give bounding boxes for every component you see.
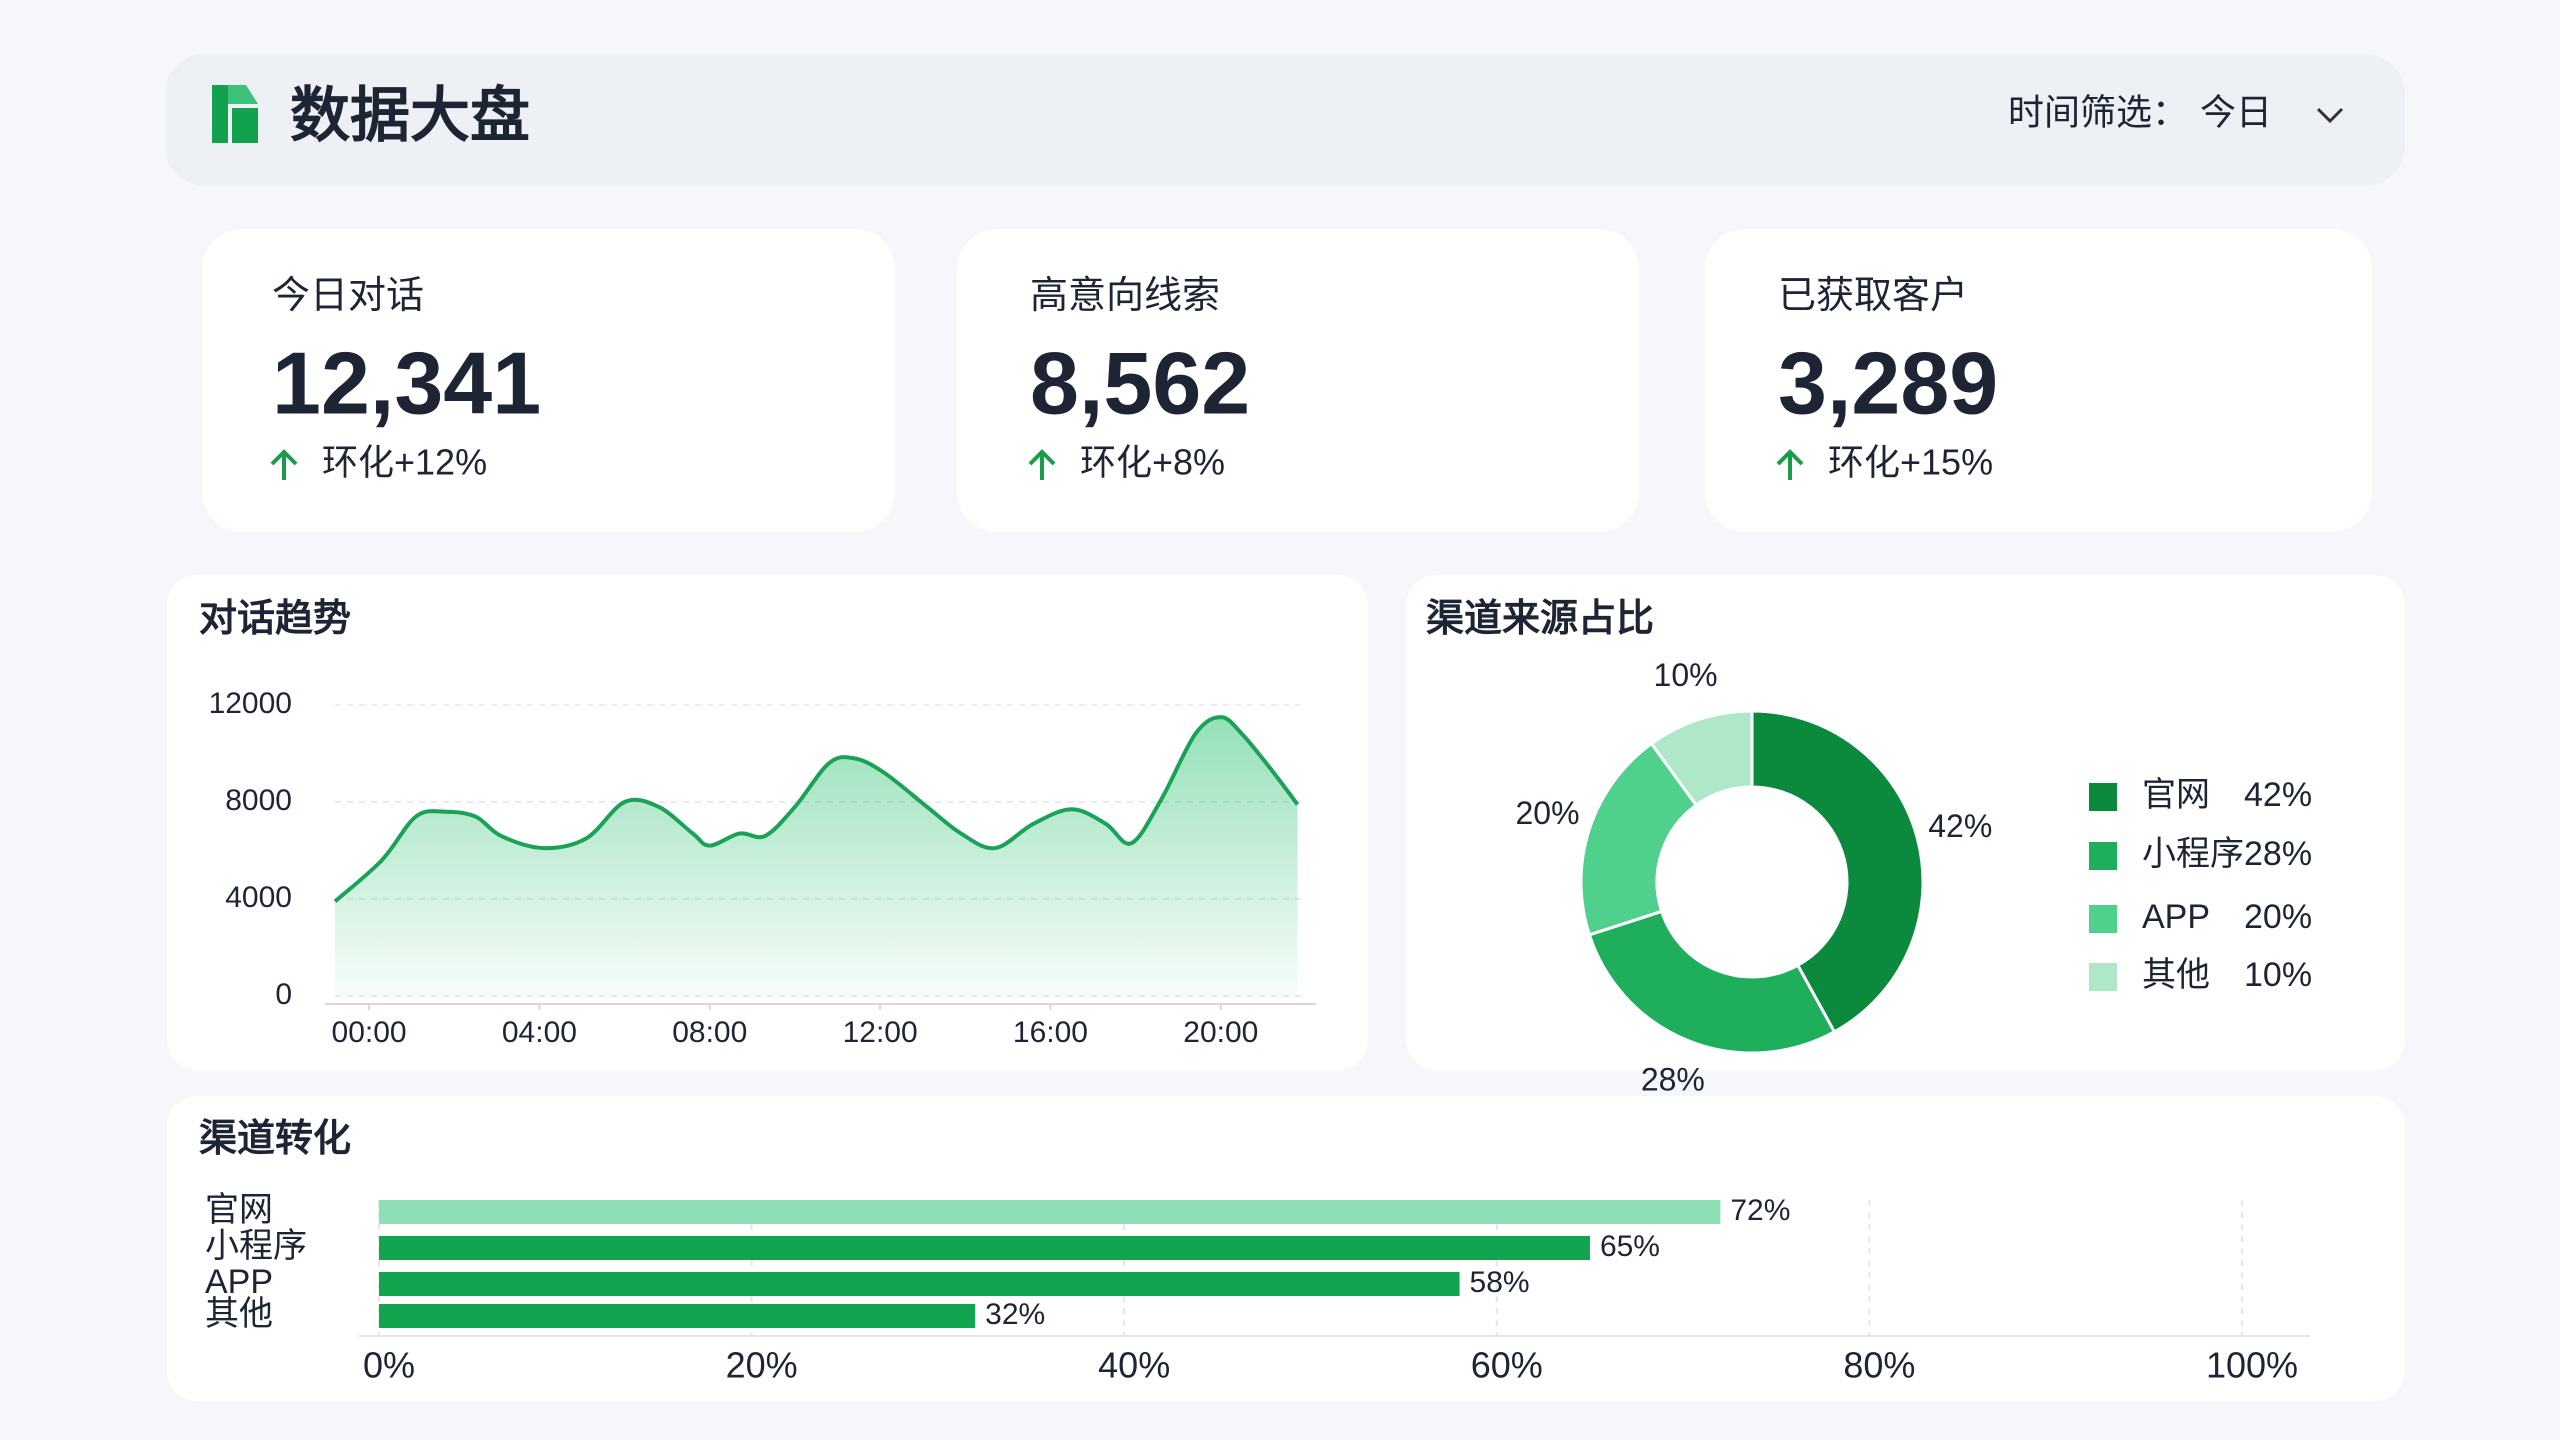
y-tick-label: 4000: [225, 881, 292, 914]
kpi-card: [202, 229, 895, 532]
up-arrow: [1028, 449, 1056, 480]
x-tick-label: 40%: [1098, 1345, 1170, 1386]
kpi-label: 高意向线索: [1030, 275, 1220, 317]
chart-title: 渠道来源占比: [1426, 598, 1654, 640]
x-tick-label: 00:00: [332, 1016, 407, 1049]
value-label: 72%: [1730, 1194, 1790, 1227]
kpi-change: 环化+12%: [322, 442, 487, 483]
legend-name: 其他: [2142, 956, 2210, 994]
x-tick-label: 80%: [1843, 1345, 1915, 1386]
legend-name: APP: [2142, 898, 2210, 936]
up-arrow: [1776, 449, 1804, 480]
legend-name: 小程序: [2142, 835, 2244, 873]
bar: [379, 1200, 1721, 1224]
y-tick-label: APP: [205, 1263, 273, 1301]
bar: [379, 1236, 1590, 1260]
kpi-value: 12,341: [272, 333, 541, 432]
legend-value: 28%: [2244, 835, 2312, 873]
filter-chevron[interactable]: [2316, 107, 2344, 124]
x-tick-label: 04:00: [502, 1016, 577, 1049]
page-title: 数据大盘: [290, 82, 530, 149]
y-tick-label: 8000: [225, 784, 292, 817]
segment-label: 20%: [1515, 795, 1579, 831]
x-tick-label: 20:00: [1183, 1016, 1258, 1049]
donut-segment: [1649, 709, 1754, 808]
segment-label: 28%: [1641, 1061, 1705, 1097]
x-tick-label: 12:00: [843, 1016, 918, 1049]
value-label: 32%: [985, 1298, 1045, 1331]
kpi-change: 环化+8%: [1080, 442, 1225, 483]
segment-label: 10%: [1654, 657, 1718, 693]
x-tick-label: 60%: [1471, 1345, 1543, 1386]
legend-swatch: [2089, 963, 2117, 991]
y-tick-label: 0: [275, 978, 292, 1011]
legend-value: 42%: [2244, 776, 2312, 814]
legend-swatch: [2089, 783, 2117, 811]
bar: [379, 1272, 1460, 1296]
x-tick-label: 100%: [2206, 1345, 2298, 1386]
kpi-label: 今日对话: [272, 275, 424, 317]
y-tick-label: 官网: [205, 1191, 273, 1229]
line: [333, 715, 1300, 903]
chart-title: 渠道转化: [199, 1118, 351, 1160]
kpi-value: 8,562: [1030, 333, 1250, 432]
up-arrow: [270, 449, 298, 480]
kpi-label: 已获取客户: [1778, 275, 1968, 317]
legend-swatch: [2089, 905, 2117, 933]
x-tick-label: 16:00: [1013, 1016, 1088, 1049]
filter-label: 时间筛选：: [2008, 92, 2188, 133]
area: [335, 717, 1298, 996]
kpi-card: [1705, 229, 2372, 532]
legend-swatch: [2089, 842, 2117, 870]
donut-segment: [1587, 909, 1837, 1055]
y-tick-label: 小程序: [205, 1227, 307, 1265]
legend-name: 官网: [2142, 776, 2210, 814]
y-tick-label: 12000: [209, 687, 292, 720]
filter-value[interactable]: 今日: [2200, 92, 2272, 133]
x-tick-label: 0%: [363, 1345, 415, 1386]
x-tick-label: 08:00: [672, 1016, 747, 1049]
kpi-card: [957, 229, 1639, 532]
donut-segment: [1579, 741, 1699, 937]
y-tick-label: 其他: [205, 1295, 273, 1333]
value-label: 58%: [1470, 1266, 1530, 1299]
logo: [212, 85, 258, 143]
x-tick-label: 20%: [726, 1345, 798, 1386]
legend-value: 10%: [2244, 956, 2312, 994]
kpi-value: 3,289: [1778, 333, 1998, 432]
chart-title: 对话趋势: [199, 598, 351, 640]
legend-value: 20%: [2244, 898, 2312, 936]
donut-segment: [1750, 709, 1925, 1034]
bar: [379, 1304, 976, 1328]
header-bar: [165, 54, 2405, 186]
kpi-change: 环化+15%: [1828, 442, 1993, 483]
segment-label: 42%: [1928, 808, 1992, 844]
value-label: 65%: [1600, 1230, 1660, 1263]
